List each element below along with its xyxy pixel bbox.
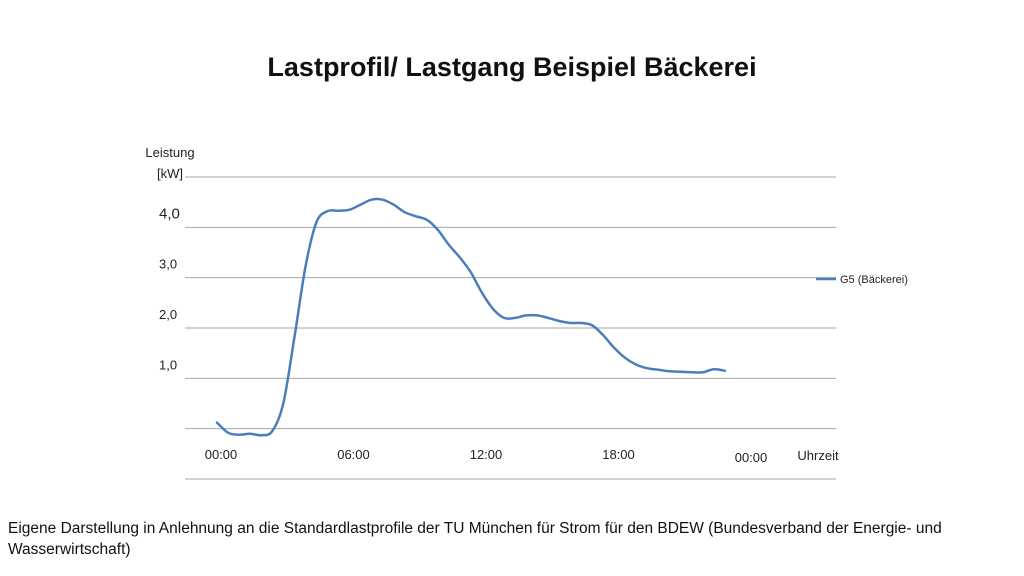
grid-lines [185, 176, 836, 480]
y-tick-label: 3,0 [159, 257, 177, 272]
y-axis-label-line2: [kW] [157, 166, 183, 181]
y-tick-label: 2,0 [159, 307, 177, 322]
legend-label: G5 (Bäckerei) [840, 274, 908, 286]
x-tick-label: 06:00 [337, 447, 370, 462]
slide-title: Lastprofil/ Lastgang Beispiel Bäckerei [267, 52, 757, 82]
footnote: Eigene Darstellung in Anlehnung an die S… [8, 520, 942, 558]
series-line-g5 [215, 197, 727, 437]
x-tick-labels: 00:00 06:00 12:00 18:00 00:00 [205, 447, 768, 465]
x-tick-label: 18:00 [602, 447, 635, 462]
x-axis-label: Uhrzeit [797, 448, 839, 463]
y-axis-label-line1: Leistung [145, 145, 194, 160]
x-tick-label: 00:00 [735, 450, 768, 465]
y-tick-labels: 1,0 2,0 3,0 4,0 [159, 205, 180, 372]
x-tick-label: 12:00 [470, 447, 503, 462]
legend: G5 (Bäckerei) [816, 274, 908, 286]
y-tick-label: 4,0 [159, 205, 180, 222]
y-tick-label: 1,0 [159, 357, 177, 372]
x-tick-label: 00:00 [205, 447, 238, 462]
